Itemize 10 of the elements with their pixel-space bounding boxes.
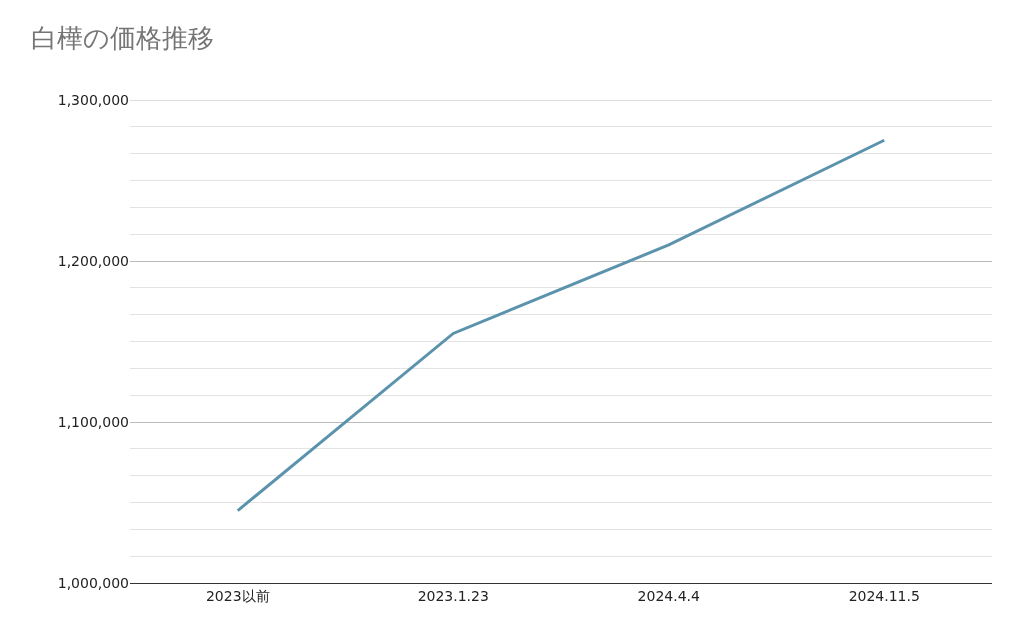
y-tick-label: 1,300,000 [57,91,129,108]
x-tick-label: 2023.1.23 [417,587,489,604]
line-series [236,138,886,513]
x-tick-label: 2023以前 [205,587,270,604]
y-tick-label: 1,000,000 [57,574,129,591]
chart-title: 白樺の価格推移 [30,22,214,53]
x-tick-label: 2024.4.4 [637,587,701,604]
y-tick-label: 1,200,000 [57,252,129,269]
y-tick-label: 1,100,000 [57,413,129,430]
x-tick-label: 2024.11.5 [848,587,920,604]
